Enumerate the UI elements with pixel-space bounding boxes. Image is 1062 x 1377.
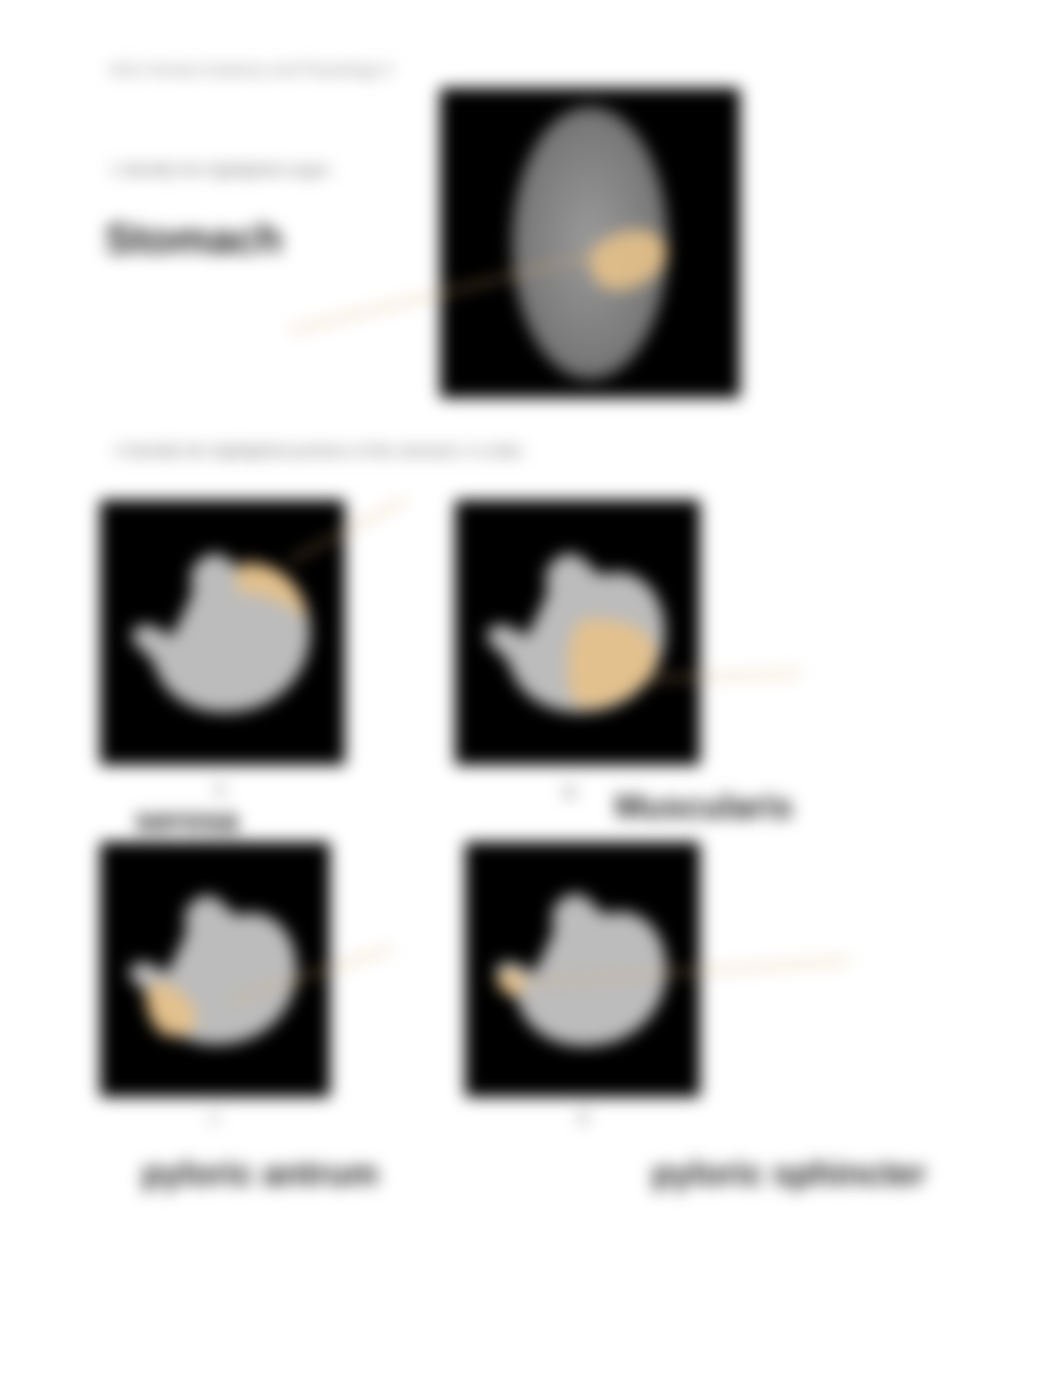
panel-d-letter: d: [578, 1107, 588, 1128]
panel-b-label: Muscularis: [615, 788, 793, 827]
stomach-panel-a: [100, 500, 345, 765]
stomach-panel-d: [465, 842, 700, 1097]
stomach-panel-c: [100, 842, 330, 1097]
course-header: 8111 Human Anatomy and Physiology II: [110, 62, 392, 80]
stomach-shape-d: [489, 868, 677, 1072]
panel-d-label: pyloric sphincter: [652, 1155, 926, 1194]
panel-b-letter: b: [565, 782, 575, 803]
stomach-shape-b: [480, 527, 676, 739]
stomach-panel-b: [455, 500, 700, 765]
panel-a-label: serosa: [135, 802, 238, 839]
panel-a-letter: a: [215, 778, 225, 799]
question-1: 1 Identify the highlighted organ.: [110, 162, 333, 180]
torso-image: [440, 88, 740, 398]
stomach-shape-c: [123, 868, 307, 1072]
main-answer: Stomach: [105, 215, 282, 263]
panel-c-letter: c: [210, 1107, 219, 1128]
question-2: 4 Identify the highlighted portions of t…: [115, 443, 526, 461]
panel-c-label: pyloric antrum: [142, 1155, 378, 1194]
